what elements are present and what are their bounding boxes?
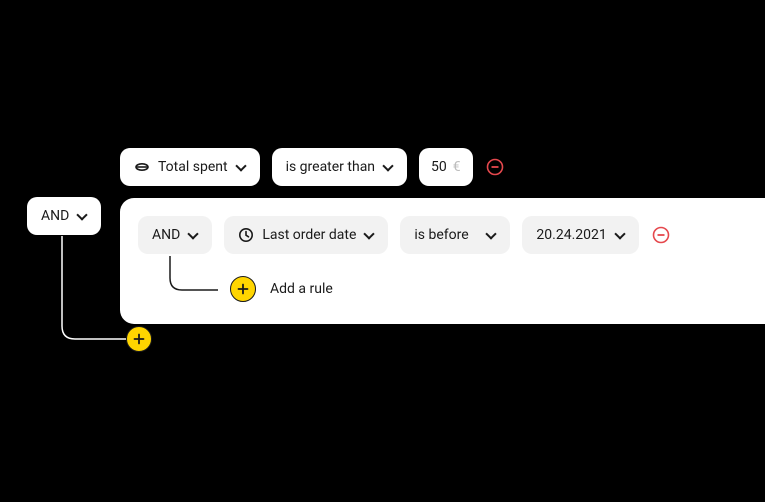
comparator-label: is before [414, 227, 468, 243]
coin-icon [134, 159, 150, 175]
rule-row: Total spent is greater than 50 € [120, 148, 505, 186]
currency-label: € [453, 159, 461, 175]
field-selector[interactable]: Last order date [224, 216, 388, 254]
add-group-button[interactable] [126, 326, 152, 352]
operator-selector[interactable]: AND [27, 197, 101, 235]
chevron-down-icon [364, 230, 374, 240]
chevron-down-icon [236, 162, 246, 172]
plus-icon [236, 282, 250, 296]
operator-label: AND [41, 208, 69, 224]
value-input[interactable]: 50 € [419, 148, 473, 186]
remove-rule-button[interactable] [651, 225, 671, 245]
field-selector[interactable]: Total spent [120, 148, 260, 186]
value-text: 20.24.2021 [536, 227, 606, 243]
field-label: Last order date [262, 227, 356, 243]
comparator-selector[interactable]: is greater than [272, 148, 407, 186]
value-text: 50 [431, 159, 447, 175]
group-operator-selector[interactable]: AND [138, 216, 212, 254]
chevron-down-icon [77, 211, 87, 221]
add-rule-label: Add a rule [270, 281, 333, 297]
add-group-container [126, 326, 152, 352]
remove-icon [486, 158, 504, 176]
remove-icon [652, 226, 670, 244]
chevron-down-icon [188, 230, 198, 240]
field-label: Total spent [158, 159, 228, 175]
logic-operator-outer: AND [27, 197, 101, 235]
comparator-label: is greater than [286, 159, 375, 175]
comparator-selector[interactable]: is before [400, 216, 510, 254]
clock-icon [238, 227, 254, 243]
value-selector[interactable]: 20.24.2021 [522, 216, 638, 254]
remove-rule-button[interactable] [485, 157, 505, 177]
add-rule-button[interactable] [230, 276, 256, 302]
chevron-down-icon [615, 230, 625, 240]
rule-group-panel: AND Last order date is before 20.24.2021… [120, 198, 765, 324]
chevron-down-icon [486, 230, 496, 240]
group-rule-row: AND Last order date is before 20.24.2021 [138, 216, 765, 254]
operator-label: AND [152, 227, 180, 243]
add-rule-row: Add a rule [230, 276, 765, 302]
chevron-down-icon [383, 162, 393, 172]
plus-icon [132, 332, 146, 346]
